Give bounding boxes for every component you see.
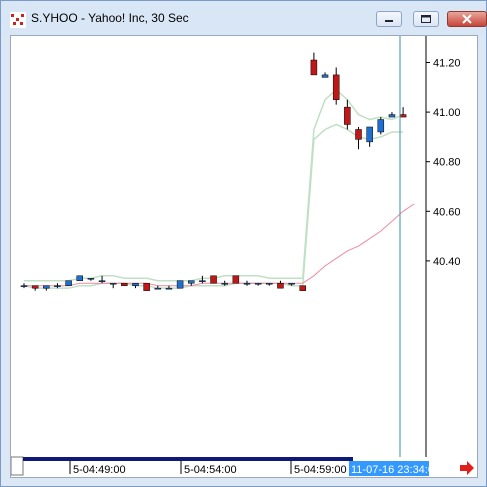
y-tick-label: 41.00 — [433, 107, 461, 119]
candle[interactable] — [254, 282, 262, 286]
candle-body — [288, 282, 295, 285]
candle[interactable] — [31, 285, 39, 291]
chart-area[interactable]: 41.20 41.00 40.80 40.60 40.40 5-04:49:00 5-04… — [10, 35, 478, 478]
x-tick-label: 5-04:49:00 — [73, 464, 126, 476]
candle-body — [132, 282, 139, 286]
candle[interactable] — [54, 283, 61, 289]
candle[interactable] — [176, 280, 184, 289]
candle[interactable] — [188, 280, 195, 286]
candle[interactable] — [388, 112, 396, 118]
cursor-time-highlight — [349, 461, 429, 476]
candle-body — [388, 114, 396, 118]
candle-body — [355, 129, 362, 140]
candle[interactable] — [210, 275, 217, 284]
candle-body — [165, 287, 173, 290]
candle-body — [210, 275, 217, 284]
candlestick-chart[interactable]: 41.20 41.00 40.80 40.60 40.40 5-04:49:00 5-04… — [10, 36, 477, 477]
candle-body — [310, 59, 318, 76]
candle[interactable] — [377, 117, 385, 135]
moving-average-line — [24, 203, 415, 287]
candle-body — [199, 280, 206, 282]
maximize-button[interactable] — [413, 11, 439, 27]
candle-body — [332, 74, 340, 100]
candle-body — [344, 106, 351, 125]
candle[interactable] — [288, 282, 295, 286]
candle[interactable] — [232, 275, 240, 284]
candle[interactable] — [43, 285, 50, 291]
candle[interactable] — [87, 278, 95, 281]
candle[interactable] — [243, 280, 251, 286]
candle[interactable] — [221, 280, 228, 286]
y-tick-label: 41.20 — [433, 58, 461, 70]
candle[interactable] — [165, 285, 173, 290]
candle[interactable] — [332, 67, 340, 105]
candle[interactable] — [310, 52, 318, 76]
candle[interactable] — [355, 126, 362, 150]
minimize-icon — [385, 20, 393, 22]
y-tick-label: 40.40 — [433, 256, 461, 268]
candle[interactable] — [76, 275, 83, 281]
window-title: S.YHOO - Yahoo! Inc, 30 Sec — [31, 11, 189, 25]
maximize-icon — [421, 15, 431, 23]
candle-body — [121, 282, 128, 286]
x-tick-label: 5-04:59:00 — [294, 464, 347, 476]
candle[interactable] — [199, 275, 206, 284]
candle-body — [54, 285, 61, 287]
candle-body — [299, 285, 306, 291]
candle-body — [254, 282, 262, 285]
candle[interactable] — [399, 107, 407, 118]
candle[interactable] — [344, 99, 351, 130]
time-axis-scroll-box[interactable] — [10, 456, 24, 476]
candle-body — [31, 285, 39, 289]
candle[interactable] — [299, 285, 306, 291]
scroll-right-arrow-icon[interactable] — [460, 461, 474, 475]
candle[interactable] — [266, 282, 273, 286]
candle-body — [20, 285, 28, 287]
candle-body — [232, 275, 240, 284]
band-lower-line — [23, 123, 404, 289]
candle[interactable] — [98, 275, 106, 284]
candle-body — [321, 74, 329, 78]
candle[interactable] — [143, 282, 150, 291]
candle-body — [154, 287, 162, 290]
candle-body — [266, 282, 273, 285]
candle-body — [377, 119, 385, 133]
candle-body — [87, 278, 95, 280]
candle-body — [188, 280, 195, 284]
cursor-time-label: 11-07-16 23:34:00 — [351, 464, 440, 476]
candle[interactable] — [121, 282, 128, 286]
candle[interactable] — [65, 280, 72, 286]
candle[interactable] — [321, 72, 329, 78]
candle-body — [143, 282, 150, 291]
close-icon — [462, 14, 472, 24]
candle[interactable] — [154, 285, 162, 290]
app-icon — [10, 12, 26, 28]
close-button[interactable] — [447, 11, 487, 27]
candle-body — [277, 282, 284, 289]
minimize-button[interactable] — [376, 11, 402, 27]
candle-body — [109, 282, 117, 285]
candle[interactable] — [277, 280, 284, 289]
candle-body — [399, 114, 407, 118]
time-scroll-bar[interactable] — [23, 457, 353, 461]
candle[interactable] — [109, 282, 117, 289]
candle-body — [176, 280, 184, 289]
x-tick-label: 5-04:54:00 — [184, 464, 237, 476]
candle-body — [366, 126, 373, 143]
candle-body — [221, 282, 228, 285]
candle[interactable] — [366, 126, 373, 147]
candle-body — [243, 282, 251, 285]
candle-body — [65, 280, 72, 286]
y-tick-label: 40.60 — [433, 206, 461, 218]
candle[interactable] — [132, 282, 139, 289]
candle-body — [76, 275, 83, 281]
title-bar[interactable]: S.YHOO - Yahoo! Inc, 30 Sec — [1, 1, 487, 35]
candle-body — [98, 280, 106, 282]
candle[interactable] — [20, 283, 28, 289]
y-tick-label: 40.80 — [433, 157, 461, 169]
candle-body — [43, 285, 50, 289]
